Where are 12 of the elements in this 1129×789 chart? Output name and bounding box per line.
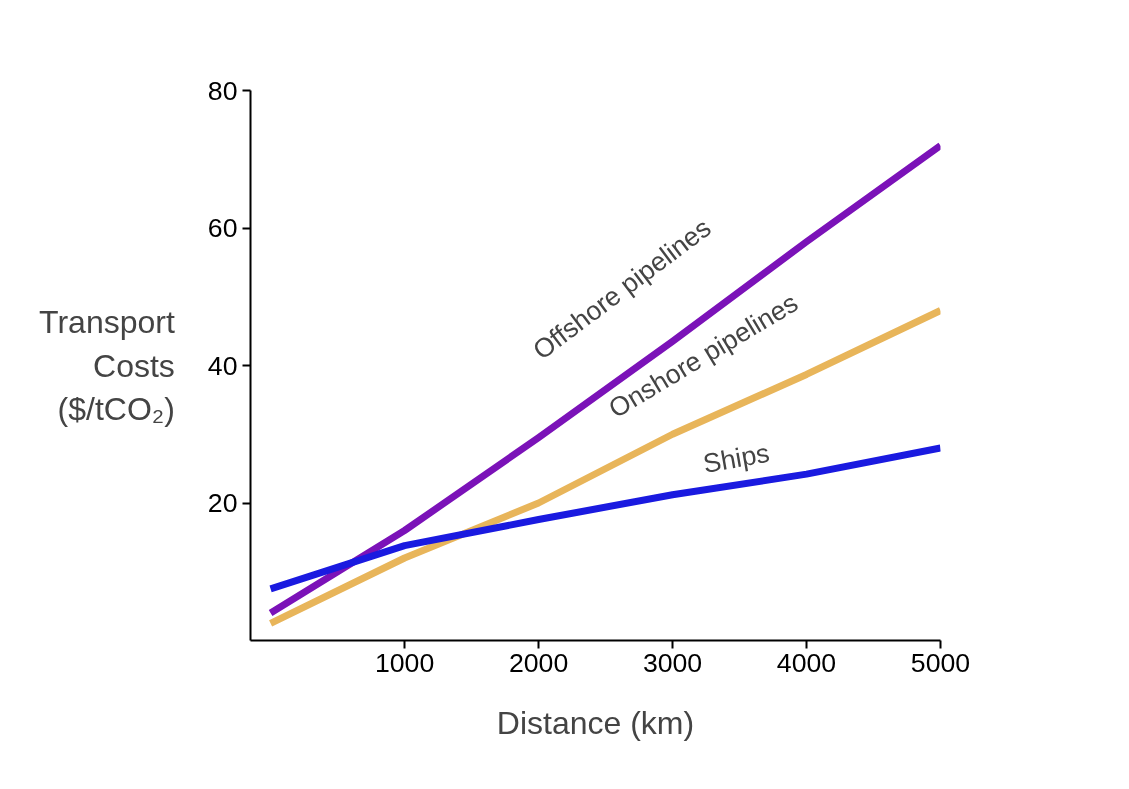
y-tick-label: 20	[207, 488, 238, 518]
x-tick-label: 1000	[374, 647, 435, 678]
y-tick-label: 60	[207, 213, 238, 243]
text: Ships	[700, 437, 772, 479]
x-axis-title: Distance (km)	[496, 704, 695, 741]
x-tick-label: 4000	[776, 647, 837, 678]
y-tick-label: 40	[207, 350, 238, 381]
y-axis-title: Transport Costs ($/tCO₂)	[39, 304, 175, 427]
x-tick-label: 3000	[642, 647, 703, 678]
y-tick-label: 80	[207, 75, 238, 106]
x-tick-label: 5000	[910, 647, 971, 678]
x-tick-label: 2000	[508, 647, 569, 678]
